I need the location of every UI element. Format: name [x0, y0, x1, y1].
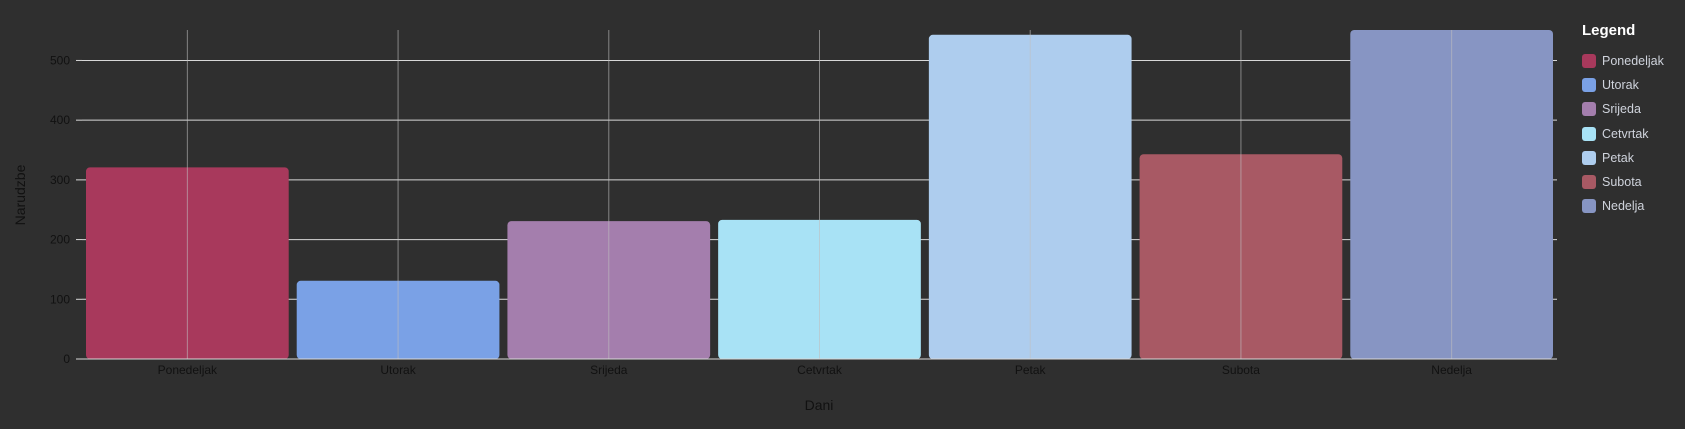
axes: 0 100 200 300 400 500 Ponedeljak Utorak Srijeda C…: [50, 53, 1557, 377]
x-tick-label: Srijeda: [590, 363, 628, 377]
legend-label: Cetvrtak: [1602, 126, 1649, 141]
legend-swatch: [1582, 102, 1596, 117]
legend-item: Srijeda: [1582, 97, 1664, 121]
x-tick-label: Cetvrtak: [797, 363, 843, 377]
legend-label: Utorak: [1602, 78, 1639, 93]
y-tick-label: 100: [50, 292, 70, 306]
y-tick-label: 0: [63, 352, 70, 366]
legend-swatch: [1582, 126, 1596, 141]
x-tick-label: Utorak: [380, 363, 416, 377]
y-tick-label: 400: [50, 113, 70, 127]
legend-title: Legend: [1582, 22, 1636, 39]
category-gridlines: [186, 30, 1453, 359]
y-tick-label: 500: [50, 53, 70, 67]
legend-item: Cetvrtak: [1582, 122, 1664, 146]
legend-item: Utorak: [1582, 73, 1664, 97]
legend-swatch: [1582, 150, 1596, 165]
legend-swatch: [1582, 199, 1596, 214]
y-tick-label: 300: [50, 173, 70, 187]
y-tick-label: 200: [50, 233, 70, 247]
legend-swatch: [1582, 175, 1596, 190]
legend-label: Nedelja: [1602, 199, 1645, 214]
legend-label: Srijeda: [1602, 102, 1641, 117]
legend-item: Ponedeljak: [1582, 49, 1664, 73]
legend-label: Ponedeljak: [1602, 54, 1664, 69]
x-tick-label: Petak: [1015, 363, 1047, 377]
legend-swatch: [1582, 78, 1596, 93]
x-axis-label: Dani: [805, 397, 834, 413]
legend-item: Petak: [1582, 146, 1664, 170]
legend-item: Nedelja: [1582, 194, 1664, 218]
y-axis-label: Narudzbe: [12, 164, 28, 225]
legend-label: Petak: [1602, 150, 1634, 165]
legend-swatch: [1582, 54, 1596, 69]
x-tick-label: Subota: [1222, 363, 1260, 377]
legend-label: Subota: [1602, 175, 1642, 190]
legend-items: Ponedeljak Utorak Srijeda Cetvrtak Petak Subo…: [1582, 49, 1664, 218]
x-tick-label: Ponedeljak: [158, 363, 218, 377]
x-tick-label: Nedelja: [1431, 363, 1472, 377]
legend: Legend Ponedeljak Utorak Srijeda Cetvrtak Pe…: [1582, 22, 1664, 218]
legend-item: Subota: [1582, 170, 1664, 194]
